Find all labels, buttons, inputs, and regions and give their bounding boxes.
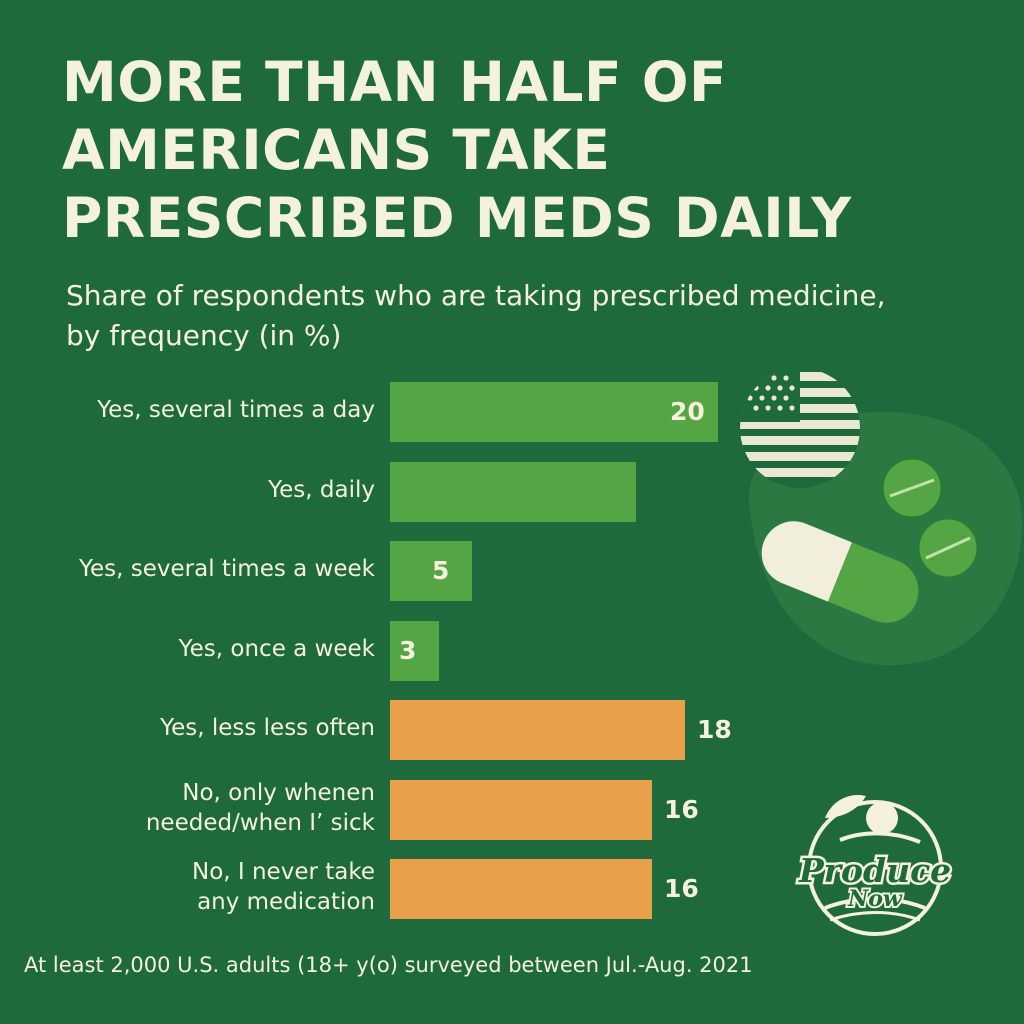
footnote: At least 2,000 U.S. adults (18+ y(o) sur… — [24, 953, 753, 977]
produce-now-logo: Produce Now — [795, 794, 954, 936]
category-label-4: Yes, less less often — [160, 713, 375, 743]
medicine-illustration — [740, 368, 1023, 666]
category-label-6-line-0: No, I never take — [191, 859, 375, 885]
category-label-3: Yes, once a week — [179, 634, 375, 664]
category-label-1: Yes, daily — [268, 475, 375, 505]
bar-3 — [390, 620, 439, 681]
page-title: MORE THAN HALF OF AMERICANS TAKE PRESCRI… — [62, 48, 962, 252]
value-label-0: 20 — [670, 397, 705, 426]
value-label-5: 16 — [664, 794, 699, 824]
tablet-icon-2 — [916, 516, 980, 580]
pill-capsule-icon — [761, 521, 919, 623]
category-label-0-line-0: Yes, several times a day — [97, 397, 375, 423]
value-label-3: 3 — [399, 635, 417, 665]
title-line-3: PRESCRIBED MEDS DAILY — [62, 186, 852, 250]
bar-5 — [390, 779, 652, 840]
category-label-4-line-0: Yes, less less often — [160, 715, 375, 741]
category-label-6-line-1: any medication — [197, 889, 375, 915]
category-label-2-line-0: Yes, several times a week — [79, 556, 375, 582]
category-label-5-line-0: No, only whenen — [182, 779, 375, 806]
bar-4 — [390, 700, 685, 760]
value-label-2: 5 — [432, 556, 450, 585]
category-label-1-line-0: Yes, daily — [268, 476, 375, 503]
bar-6 — [390, 859, 652, 919]
bar-0 — [390, 382, 718, 442]
svg-text:Produce: Produce — [798, 851, 951, 890]
category-label-0: Yes, several times a day — [97, 395, 375, 425]
bar-chart: Yes, several times a day 20 Yes, daily Yes,… — [0, 370, 1024, 930]
bar-1 — [390, 461, 636, 522]
tablet-icon — [880, 456, 944, 520]
category-label-3-line-0: Yes, once a week — [178, 635, 375, 662]
value-label-4: 18 — [697, 715, 732, 744]
subtitle-line-1: Share of respondents who are taking pres… — [66, 279, 886, 312]
us-flag-icon — [740, 368, 860, 488]
category-label-5: No, only whenen needed/when I’ sick — [146, 778, 375, 838]
chart-subtitle: Share of respondents who are taking pres… — [66, 276, 1016, 356]
subtitle-line-2: by frequency (in %) — [66, 319, 342, 352]
category-label-6: No, I never take any medication — [192, 857, 375, 917]
value-label-6: 16 — [664, 874, 699, 903]
title-line-1: MORE THAN HALF OF — [62, 50, 728, 114]
category-label-5-line-1: needed/when I’ sick — [145, 809, 375, 836]
category-label-2: Yes, several times a week — [79, 554, 375, 584]
title-line-2: AMERICANS TAKE — [62, 118, 611, 182]
svg-text:Now: Now — [847, 886, 903, 912]
bar-2 — [390, 541, 472, 601]
